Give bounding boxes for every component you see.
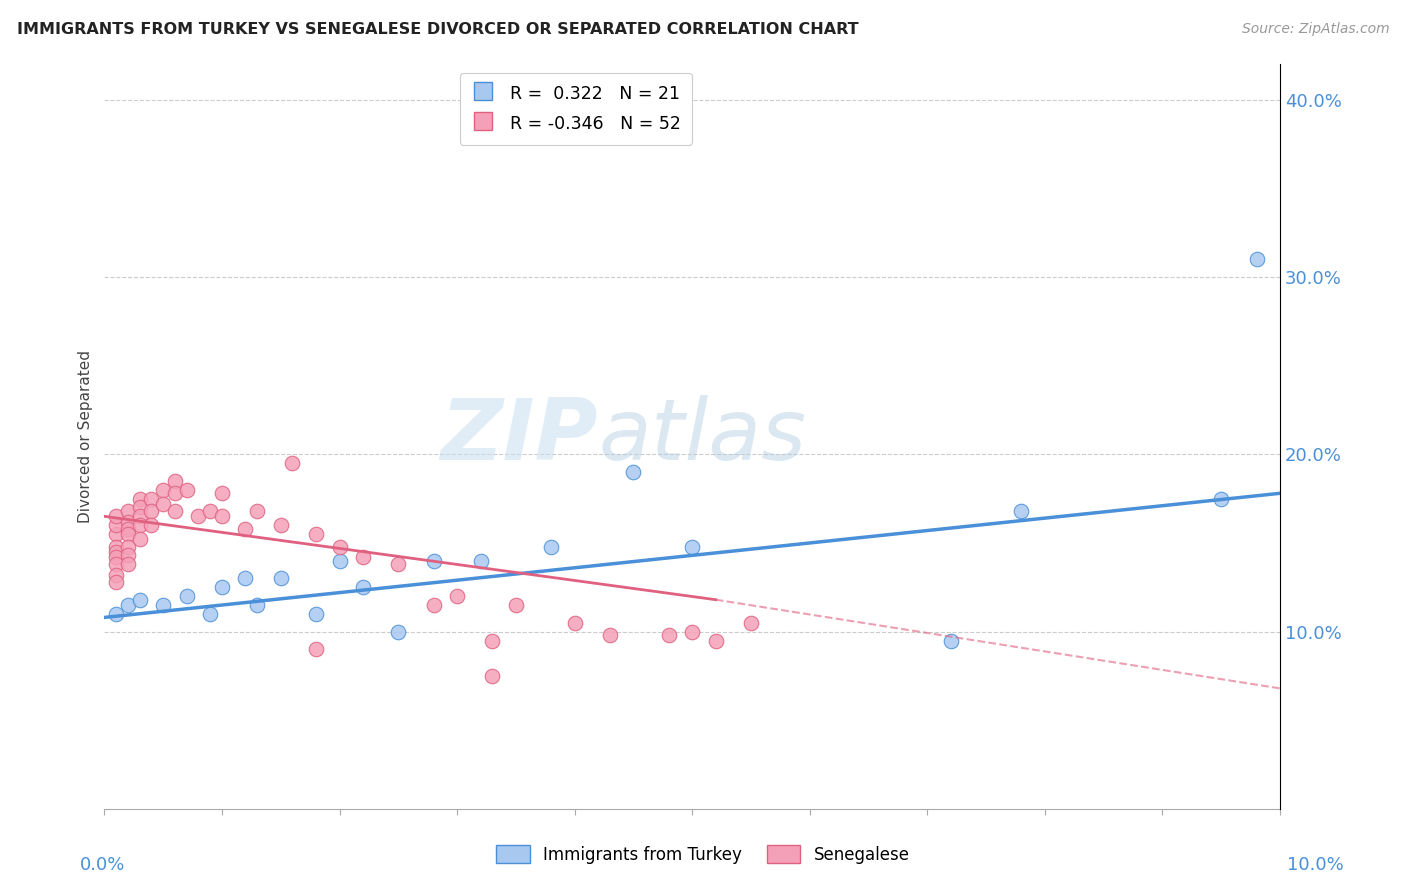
Point bbox=[141, 491, 163, 506]
Point bbox=[128, 518, 150, 533]
Point bbox=[176, 589, 198, 603]
Point bbox=[422, 554, 444, 568]
Point bbox=[152, 598, 174, 612]
Point bbox=[1211, 491, 1233, 506]
Point bbox=[422, 598, 444, 612]
Text: IMMIGRANTS FROM TURKEY VS SENEGALESE DIVORCED OR SEPARATED CORRELATION CHART: IMMIGRANTS FROM TURKEY VS SENEGALESE DIV… bbox=[17, 22, 859, 37]
Point bbox=[117, 598, 139, 612]
Point bbox=[163, 504, 186, 518]
Y-axis label: Divorced or Separated: Divorced or Separated bbox=[79, 350, 93, 523]
Point bbox=[270, 518, 292, 533]
Point bbox=[105, 518, 128, 533]
Point bbox=[681, 540, 703, 554]
Point bbox=[128, 533, 150, 547]
Point bbox=[352, 580, 374, 594]
Point bbox=[305, 642, 328, 657]
Point bbox=[1010, 504, 1032, 518]
Point bbox=[105, 509, 128, 524]
Legend: Immigrants from Turkey, Senegalese: Immigrants from Turkey, Senegalese bbox=[489, 838, 917, 871]
Point bbox=[141, 518, 163, 533]
Point bbox=[163, 486, 186, 500]
Point bbox=[211, 509, 233, 524]
Point bbox=[105, 550, 128, 565]
Point bbox=[246, 598, 269, 612]
Point bbox=[105, 558, 128, 572]
Point bbox=[117, 558, 139, 572]
Point bbox=[105, 527, 128, 541]
Point bbox=[105, 567, 128, 582]
Point bbox=[270, 571, 292, 585]
Point bbox=[141, 504, 163, 518]
Point bbox=[446, 589, 468, 603]
Text: 10.0%: 10.0% bbox=[1288, 855, 1344, 873]
Point bbox=[387, 624, 409, 639]
Point bbox=[198, 504, 221, 518]
Point bbox=[128, 491, 150, 506]
Point bbox=[328, 540, 350, 554]
Point bbox=[623, 465, 645, 479]
Text: Source: ZipAtlas.com: Source: ZipAtlas.com bbox=[1241, 22, 1389, 37]
Point bbox=[939, 633, 962, 648]
Point bbox=[328, 554, 350, 568]
Legend: R =  0.322   N = 21, R = -0.346   N = 52: R = 0.322 N = 21, R = -0.346 N = 52 bbox=[460, 73, 692, 145]
Point bbox=[117, 540, 139, 554]
Point bbox=[105, 545, 128, 559]
Point bbox=[128, 592, 150, 607]
Point bbox=[198, 607, 221, 621]
Point bbox=[176, 483, 198, 497]
Point bbox=[305, 527, 328, 541]
Point bbox=[128, 509, 150, 524]
Point bbox=[163, 474, 186, 488]
Point bbox=[211, 580, 233, 594]
Point bbox=[235, 522, 257, 536]
Point bbox=[117, 515, 139, 529]
Point bbox=[704, 633, 727, 648]
Text: atlas: atlas bbox=[598, 395, 806, 478]
Point bbox=[599, 628, 621, 642]
Point bbox=[281, 456, 304, 470]
Point bbox=[105, 574, 128, 589]
Point bbox=[470, 554, 492, 568]
Point bbox=[564, 615, 586, 630]
Point bbox=[152, 497, 174, 511]
Point bbox=[740, 615, 762, 630]
Point bbox=[387, 558, 409, 572]
Point bbox=[105, 540, 128, 554]
Point bbox=[117, 549, 139, 563]
Point bbox=[246, 504, 269, 518]
Point bbox=[152, 483, 174, 497]
Point bbox=[681, 624, 703, 639]
Text: ZIP: ZIP bbox=[440, 395, 598, 478]
Point bbox=[352, 550, 374, 565]
Point bbox=[481, 669, 503, 683]
Point bbox=[658, 628, 681, 642]
Point bbox=[117, 504, 139, 518]
Point bbox=[481, 633, 503, 648]
Text: 0.0%: 0.0% bbox=[80, 855, 125, 873]
Point bbox=[235, 571, 257, 585]
Point bbox=[1246, 252, 1268, 267]
Point bbox=[117, 527, 139, 541]
Point bbox=[117, 522, 139, 536]
Point bbox=[187, 509, 209, 524]
Point bbox=[105, 607, 128, 621]
Point bbox=[211, 486, 233, 500]
Point bbox=[128, 500, 150, 515]
Point bbox=[540, 540, 562, 554]
Point bbox=[505, 598, 527, 612]
Point bbox=[305, 607, 328, 621]
